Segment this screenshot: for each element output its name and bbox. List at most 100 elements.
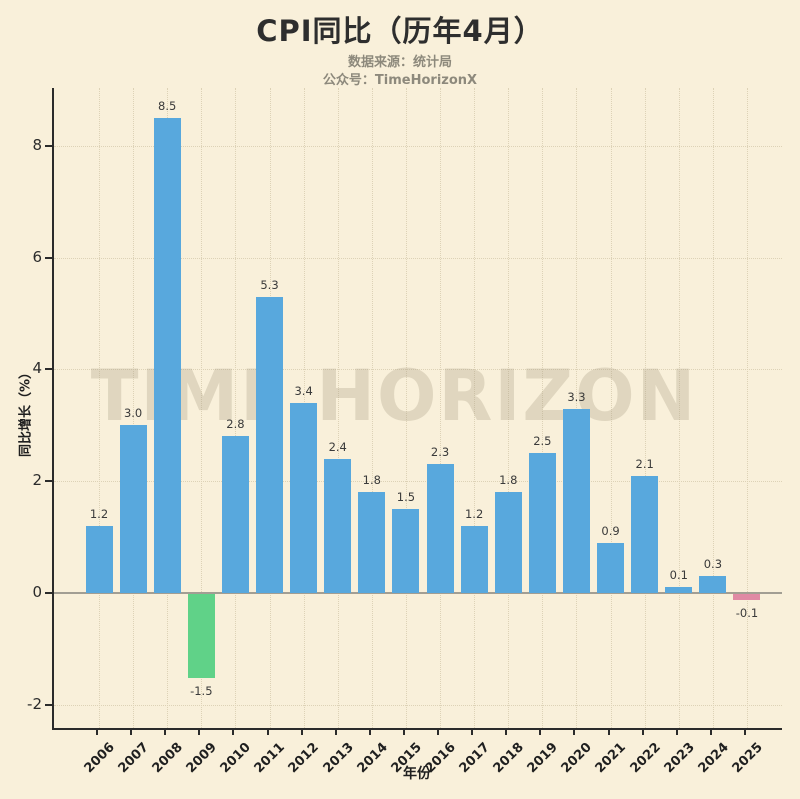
gridline-y [54, 145, 782, 147]
bar-value-label: 5.3 [260, 277, 279, 292]
bar [494, 492, 522, 593]
gridline-x [337, 88, 339, 728]
bar [358, 492, 386, 593]
gridline-x [133, 88, 135, 728]
y-tick-label: 4 [32, 359, 42, 378]
bar-value-label: 2.8 [226, 417, 245, 432]
bar-value-label: 2.5 [533, 434, 552, 449]
gridline-y [54, 481, 782, 483]
gridline-x [440, 88, 442, 728]
gridline-x [99, 88, 100, 728]
bar-value-label: 1.5 [396, 490, 416, 505]
bar [153, 117, 181, 593]
zero-line [54, 592, 782, 594]
bar [324, 458, 352, 593]
gridline-x [542, 88, 544, 728]
gridline-x [371, 88, 373, 728]
chart-account-note: 公众号：TimeHorizonX [322, 73, 478, 88]
gridline-x [235, 88, 237, 728]
chart-title: CPI同比（历年4月） [256, 14, 544, 48]
x-tick-mark [300, 730, 303, 735]
x-tick-mark [198, 730, 201, 735]
x-tick-mark [573, 730, 576, 735]
y-tick-label: -2 [27, 694, 42, 713]
gridline-x [405, 88, 407, 728]
x-tick-mark [96, 730, 98, 735]
y-tick-mark [45, 256, 52, 259]
x-tick-mark [402, 730, 405, 735]
bar [528, 453, 556, 593]
gridline-x [610, 88, 612, 728]
y-tick-mark [45, 592, 52, 594]
y-tick-mark [45, 480, 52, 483]
x-tick-mark [471, 730, 474, 735]
x-tick-mark [607, 730, 610, 735]
bar-value-label: 3.0 [123, 406, 143, 421]
x-tick-mark [743, 730, 746, 735]
bar-value-label: 8.5 [158, 98, 177, 113]
y-tick-label: 0 [32, 583, 42, 601]
y-tick-mark [45, 703, 52, 706]
bar-value-label: 3.4 [294, 383, 313, 398]
bar [460, 525, 488, 593]
bar [85, 525, 113, 593]
bar-value-label: -0.1 [735, 605, 759, 620]
bar-value-label: 0.9 [601, 523, 620, 538]
bar [187, 594, 215, 678]
bar-value-label: 0.3 [703, 557, 723, 572]
bar [119, 425, 147, 593]
x-tick-mark [675, 730, 678, 735]
y-tick-label: 8 [32, 135, 42, 154]
y-tick-label: 2 [32, 471, 42, 490]
gridline-x [474, 88, 476, 728]
bar-value-label: 3.3 [567, 389, 586, 404]
gridline-x [508, 88, 510, 728]
bar [665, 587, 693, 593]
gridline-x [712, 88, 714, 728]
x-tick-mark [232, 730, 235, 735]
x-tick-mark [505, 730, 508, 735]
y-tick-mark [45, 368, 52, 371]
gridline-y [54, 257, 782, 259]
x-tick-mark [641, 730, 644, 735]
gridline-y [54, 369, 782, 371]
bar [426, 464, 454, 593]
x-tick-mark [437, 730, 440, 735]
bar [290, 402, 318, 593]
x-tick-mark [368, 730, 371, 735]
bar-value-label: 2.1 [635, 456, 654, 471]
bar [392, 509, 420, 593]
bar [699, 576, 727, 593]
plot-area: TIME HORIZON 1.2 3.0 8.5 -1.5 2.8 5.3 3.4 2.4 1.… [52, 88, 782, 730]
gridline-x [201, 88, 203, 728]
bar-value-label: -1.5 [190, 683, 213, 698]
y-tick-mark [45, 144, 52, 147]
bar-value-label: 1.8 [362, 473, 381, 488]
gridline-x [644, 88, 646, 728]
bar [256, 296, 284, 593]
bar-value-label: 1.2 [464, 506, 484, 521]
bar [733, 594, 761, 600]
chart-source-note: 数据来源：统计局 [347, 55, 452, 70]
gridline-y [54, 704, 782, 706]
bar-value-label: 2.3 [430, 445, 450, 460]
bar [221, 436, 249, 593]
x-tick-mark [266, 730, 269, 735]
x-tick-mark [164, 730, 167, 735]
bar-value-label: 2.4 [328, 439, 347, 454]
x-tick-mark [334, 730, 337, 735]
bar [597, 542, 625, 593]
y-tick-label: 6 [32, 247, 42, 266]
x-tick-mark [709, 730, 712, 735]
bar [631, 475, 659, 593]
bar [562, 408, 590, 593]
bar-value-label: 1.2 [89, 506, 109, 521]
bar-value-label: 1.8 [499, 473, 518, 488]
gridline-x [746, 88, 748, 728]
x-axis-label: 年份 [403, 766, 431, 782]
gridline-x [576, 88, 578, 728]
x-tick-mark [130, 730, 133, 735]
x-tick-mark [539, 730, 542, 735]
